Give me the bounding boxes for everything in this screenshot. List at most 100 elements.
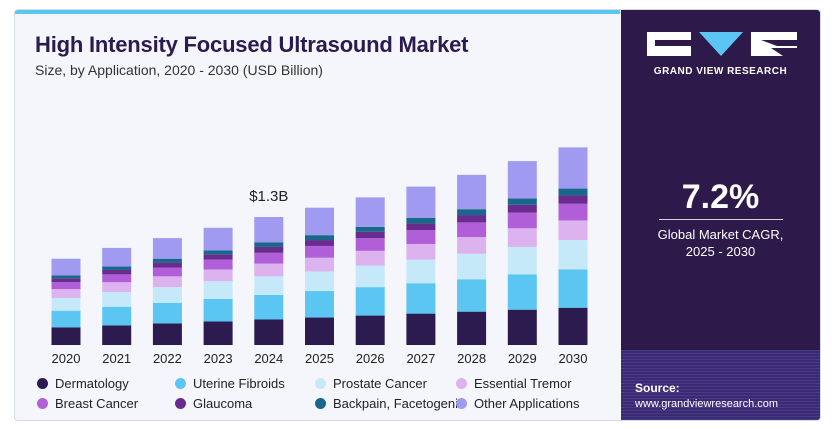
bar-segment-2025-other-applications [305, 207, 334, 236]
bar-segment-2029-backpain-facetogenic [507, 198, 537, 205]
x-tick-label-2030: 2030 [559, 351, 588, 366]
legend-label: Glaucoma [193, 396, 253, 411]
legend-label: Essential Tremor [474, 376, 572, 391]
bar-segment-2025-essential-tremor [305, 257, 334, 272]
bar-segment-2026-glaucoma [355, 231, 385, 239]
bar-segment-2029-glaucoma [507, 204, 537, 213]
bar-segment-2027-backpain-facetogenic [406, 217, 436, 224]
bar-segment-2026-prostate-cancer [355, 265, 385, 288]
source-label: Source: [635, 381, 680, 395]
bar-segment-2020-glaucoma [51, 278, 81, 283]
bar-segment-2030-dermatology [558, 307, 588, 345]
bar-segment-2030-glaucoma [558, 195, 588, 204]
legend-item-prostate-cancer: Prostate Cancer [315, 376, 427, 391]
x-tick-label-2021: 2021 [102, 351, 131, 366]
bar-segment-2021-dermatology [102, 325, 132, 345]
chart-subtitle: Size, by Application, 2020 - 2030 (USD B… [35, 62, 323, 78]
bar-segment-2027-breast-cancer [406, 230, 436, 244]
bar-segment-2030-essential-tremor [558, 220, 588, 241]
accent-bar [15, 10, 620, 14]
grand-view-research-logo [647, 32, 797, 56]
bar-segment-2025-uterine-fibroids [305, 291, 334, 318]
legend-swatch [175, 398, 186, 409]
bar-segment-2026-backpain-facetogenic [355, 226, 385, 232]
source-band [621, 350, 820, 420]
cagr-divider [659, 219, 783, 220]
bar-segment-2021-essential-tremor [102, 282, 132, 293]
cagr-value: 7.2% [681, 178, 760, 216]
bar-segment-2024-backpain-facetogenic [254, 242, 284, 247]
chart-title: High Intensity Focused Ultrasound Market [35, 32, 469, 57]
bar-segment-2028-prostate-cancer [457, 253, 487, 280]
x-tick-label-2020: 2020 [52, 351, 81, 366]
bar-segment-2024-uterine-fibroids [254, 294, 284, 320]
x-tick-label-2024: 2024 [254, 351, 283, 366]
bar-segment-2028-uterine-fibroids [457, 279, 487, 312]
bar-segment-2025-breast-cancer [305, 245, 334, 258]
bar-segment-2022-breast-cancer [152, 267, 182, 277]
bar-segment-2024-prostate-cancer [254, 276, 284, 295]
bar-segment-2021-backpain-facetogenic [102, 266, 132, 270]
bar-segment-2022-other-applications [152, 238, 182, 259]
bar-segment-2028-glaucoma [457, 215, 487, 223]
x-tick-label-2027: 2027 [406, 351, 435, 366]
bar-segment-2021-other-applications [102, 247, 132, 267]
bar-segment-2020-breast-cancer [51, 282, 81, 290]
bar-segment-2024-other-applications [254, 217, 284, 243]
bar-segment-2026-other-applications [355, 197, 385, 227]
bar-segment-2023-essential-tremor [203, 269, 233, 282]
legend-item-uterine-fibroids: Uterine Fibroids [175, 376, 285, 391]
bar-segment-2023-breast-cancer [203, 259, 233, 270]
bar-segment-2025-prostate-cancer [305, 271, 334, 292]
bar-segment-2020-essential-tremor [51, 289, 81, 298]
bar-segment-2022-prostate-cancer [152, 287, 182, 303]
legend-item-glaucoma: Glaucoma [175, 396, 252, 411]
bar-segment-2028-dermatology [457, 311, 487, 345]
legend-swatch [175, 378, 186, 389]
bar-segment-2023-dermatology [203, 321, 233, 345]
bar-segment-2020-other-applications [51, 258, 81, 276]
legend-item-dermatology: Dermatology [37, 376, 129, 391]
stacked-bar-chart: 2020 2021 2022 2023 2024 $1.3B 2025 2026 2027 202… [51, 147, 588, 366]
bar-segment-2021-glaucoma [102, 269, 132, 275]
legend-swatch [37, 378, 48, 389]
bar-segment-2023-glaucoma [203, 254, 233, 260]
bar-segment-2022-glaucoma [152, 262, 182, 268]
bar-segment-2023-uterine-fibroids [203, 298, 233, 322]
legend-swatch [456, 378, 467, 389]
x-tick-label-2028: 2028 [457, 351, 486, 366]
bar-segment-2025-backpain-facetogenic [305, 235, 334, 241]
bar-segment-2024-essential-tremor [254, 263, 284, 277]
bar-segment-2022-dermatology [152, 323, 182, 345]
bar-segment-2030-backpain-facetogenic [558, 188, 588, 196]
bar-segment-2028-breast-cancer [457, 222, 487, 238]
bar-segment-2026-uterine-fibroids [355, 287, 385, 316]
source-url[interactable]: www.grandviewresearch.com [635, 398, 779, 410]
bar-annotation-2024: $1.3B [249, 188, 288, 205]
info-panel: GRAND VIEW RESEARCH 7.2% Global Market C… [621, 10, 820, 420]
bar-segment-2021-uterine-fibroids [102, 306, 132, 326]
bar-segment-2026-dermatology [355, 315, 385, 345]
x-tick-label-2029: 2029 [508, 351, 537, 366]
bar-segment-2025-dermatology [305, 317, 334, 345]
bar-segment-2021-prostate-cancer [102, 292, 132, 307]
cagr-label-line1: Global Market CAGR, [657, 227, 784, 242]
bar-segment-2029-uterine-fibroids [507, 274, 537, 310]
x-tick-label-2026: 2026 [356, 351, 385, 366]
bar-segment-2028-other-applications [457, 174, 487, 210]
legend-label: Other Applications [474, 396, 580, 411]
cagr-label: Global Market CAGR, 2025 - 2030 [621, 226, 820, 260]
bar-segment-2023-other-applications [203, 227, 233, 251]
x-tick-label-2025: 2025 [305, 351, 334, 366]
chart-card: High Intensity Focused Ultrasound Market… [14, 9, 821, 421]
bar-segment-2020-uterine-fibroids [51, 310, 81, 328]
bar-segment-2020-dermatology [51, 327, 81, 345]
bar-segment-2020-prostate-cancer [51, 297, 81, 311]
legend-label: Prostate Cancer [333, 376, 427, 391]
legend-label: Dermatology [55, 376, 129, 391]
bar-segment-2024-breast-cancer [254, 252, 284, 264]
bar-segment-2027-other-applications [406, 186, 436, 218]
legend-label: Uterine Fibroids [193, 376, 285, 391]
bar-segment-2029-other-applications [507, 161, 537, 199]
bar-segment-2029-prostate-cancer [507, 246, 537, 275]
